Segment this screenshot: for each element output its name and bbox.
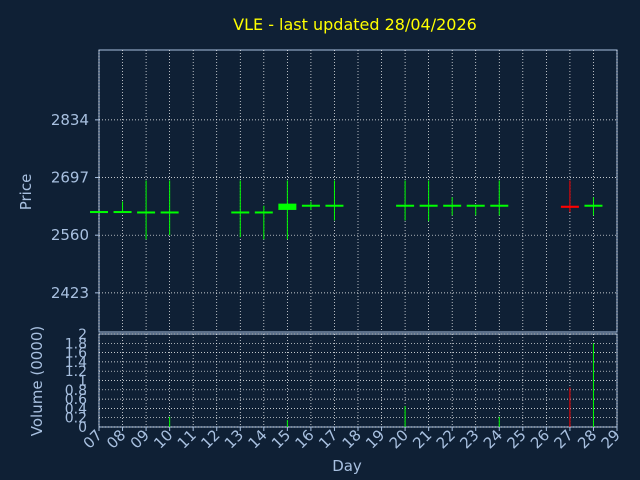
candle bbox=[137, 180, 156, 240]
volume-tick-label: 1 bbox=[78, 374, 87, 390]
x-tick-label: 16 bbox=[292, 426, 318, 452]
x-tick-label: 25 bbox=[503, 426, 529, 452]
volume-tick-label: 0.4 bbox=[65, 401, 87, 417]
candle bbox=[396, 180, 415, 221]
x-tick-label: 11 bbox=[174, 426, 200, 452]
x-tick-label: 26 bbox=[527, 426, 553, 452]
candle bbox=[301, 201, 320, 210]
x-tick-label: 13 bbox=[221, 426, 247, 452]
candle-body bbox=[231, 211, 250, 214]
candle-body bbox=[396, 204, 415, 207]
candle bbox=[466, 204, 485, 216]
x-tick-label: 17 bbox=[315, 426, 341, 452]
candle bbox=[90, 211, 108, 214]
volume-tick-label: 0.2 bbox=[65, 411, 87, 427]
candle-body bbox=[160, 211, 179, 214]
x-tick-label: 09 bbox=[127, 426, 153, 452]
x-tick-label: 20 bbox=[386, 426, 412, 452]
candle-body bbox=[254, 211, 273, 214]
candle-body bbox=[419, 204, 438, 207]
x-tick-label: 08 bbox=[103, 426, 129, 452]
candle bbox=[231, 180, 250, 238]
candle-body bbox=[584, 204, 603, 207]
candle-body bbox=[278, 203, 297, 210]
volume-tick-label: 1.4 bbox=[65, 355, 87, 371]
volume-tick-label: 1.8 bbox=[65, 336, 87, 352]
volume-tick-label: 2 bbox=[78, 327, 87, 343]
candle-body bbox=[325, 204, 344, 207]
price-axis-label: Price bbox=[17, 174, 35, 211]
price-tick-label: 2560 bbox=[51, 226, 89, 244]
candle-body bbox=[490, 204, 509, 207]
volume-panel: 00.20.40.60.811.21.41.61.82 bbox=[65, 327, 618, 436]
candle bbox=[584, 197, 603, 216]
volume-tick-label: 1.2 bbox=[65, 364, 87, 380]
candle-body bbox=[466, 204, 485, 207]
candle bbox=[254, 205, 273, 240]
price-tick-label: 2697 bbox=[51, 169, 89, 187]
x-tick-labels: 0708091011121314151617181920212223242526… bbox=[80, 426, 624, 452]
candle-body bbox=[90, 211, 108, 214]
chart-title: VLE - last updated 28/04/2026 bbox=[233, 15, 477, 34]
candle bbox=[560, 180, 579, 213]
volume-tick-label: 0 bbox=[78, 420, 87, 436]
candle-body bbox=[443, 204, 462, 207]
x-tick-label: 18 bbox=[339, 426, 365, 452]
candle bbox=[419, 180, 438, 222]
x-tick-label: 14 bbox=[244, 426, 270, 452]
x-tick-label: 29 bbox=[598, 426, 624, 452]
x-tick-label: 24 bbox=[480, 426, 506, 452]
x-tick-label: 23 bbox=[456, 426, 482, 452]
x-tick-label: 10 bbox=[150, 426, 176, 452]
x-tick-label: 15 bbox=[268, 426, 294, 452]
volume-tick-label: 0.8 bbox=[65, 383, 87, 399]
candle-body bbox=[301, 204, 320, 207]
x-tick-label: 27 bbox=[551, 426, 577, 452]
x-axis-label: Day bbox=[332, 457, 362, 475]
candle-body bbox=[113, 211, 132, 214]
candle bbox=[278, 180, 297, 240]
x-tick-label: 12 bbox=[197, 426, 223, 452]
volume-tick-label: 0.6 bbox=[65, 392, 87, 408]
price-tick-label: 2423 bbox=[51, 284, 89, 302]
candle bbox=[160, 180, 179, 236]
x-tick-label: 21 bbox=[409, 426, 435, 452]
price-panel: 2423 2560 2697 2834 bbox=[51, 49, 618, 333]
volume-axis-label: Volume (0000) bbox=[28, 326, 46, 436]
candle bbox=[490, 180, 509, 216]
candle bbox=[113, 201, 132, 214]
candle-body bbox=[137, 211, 156, 214]
price-tick-label: 2834 bbox=[51, 111, 89, 129]
x-tick-label: 22 bbox=[433, 426, 459, 452]
x-tick-label: 28 bbox=[574, 426, 600, 452]
candle-body bbox=[560, 205, 579, 208]
candle bbox=[443, 197, 462, 216]
volume-tick-label: 1.6 bbox=[65, 346, 87, 362]
x-tick-label: 19 bbox=[362, 426, 388, 452]
candle bbox=[325, 180, 344, 221]
